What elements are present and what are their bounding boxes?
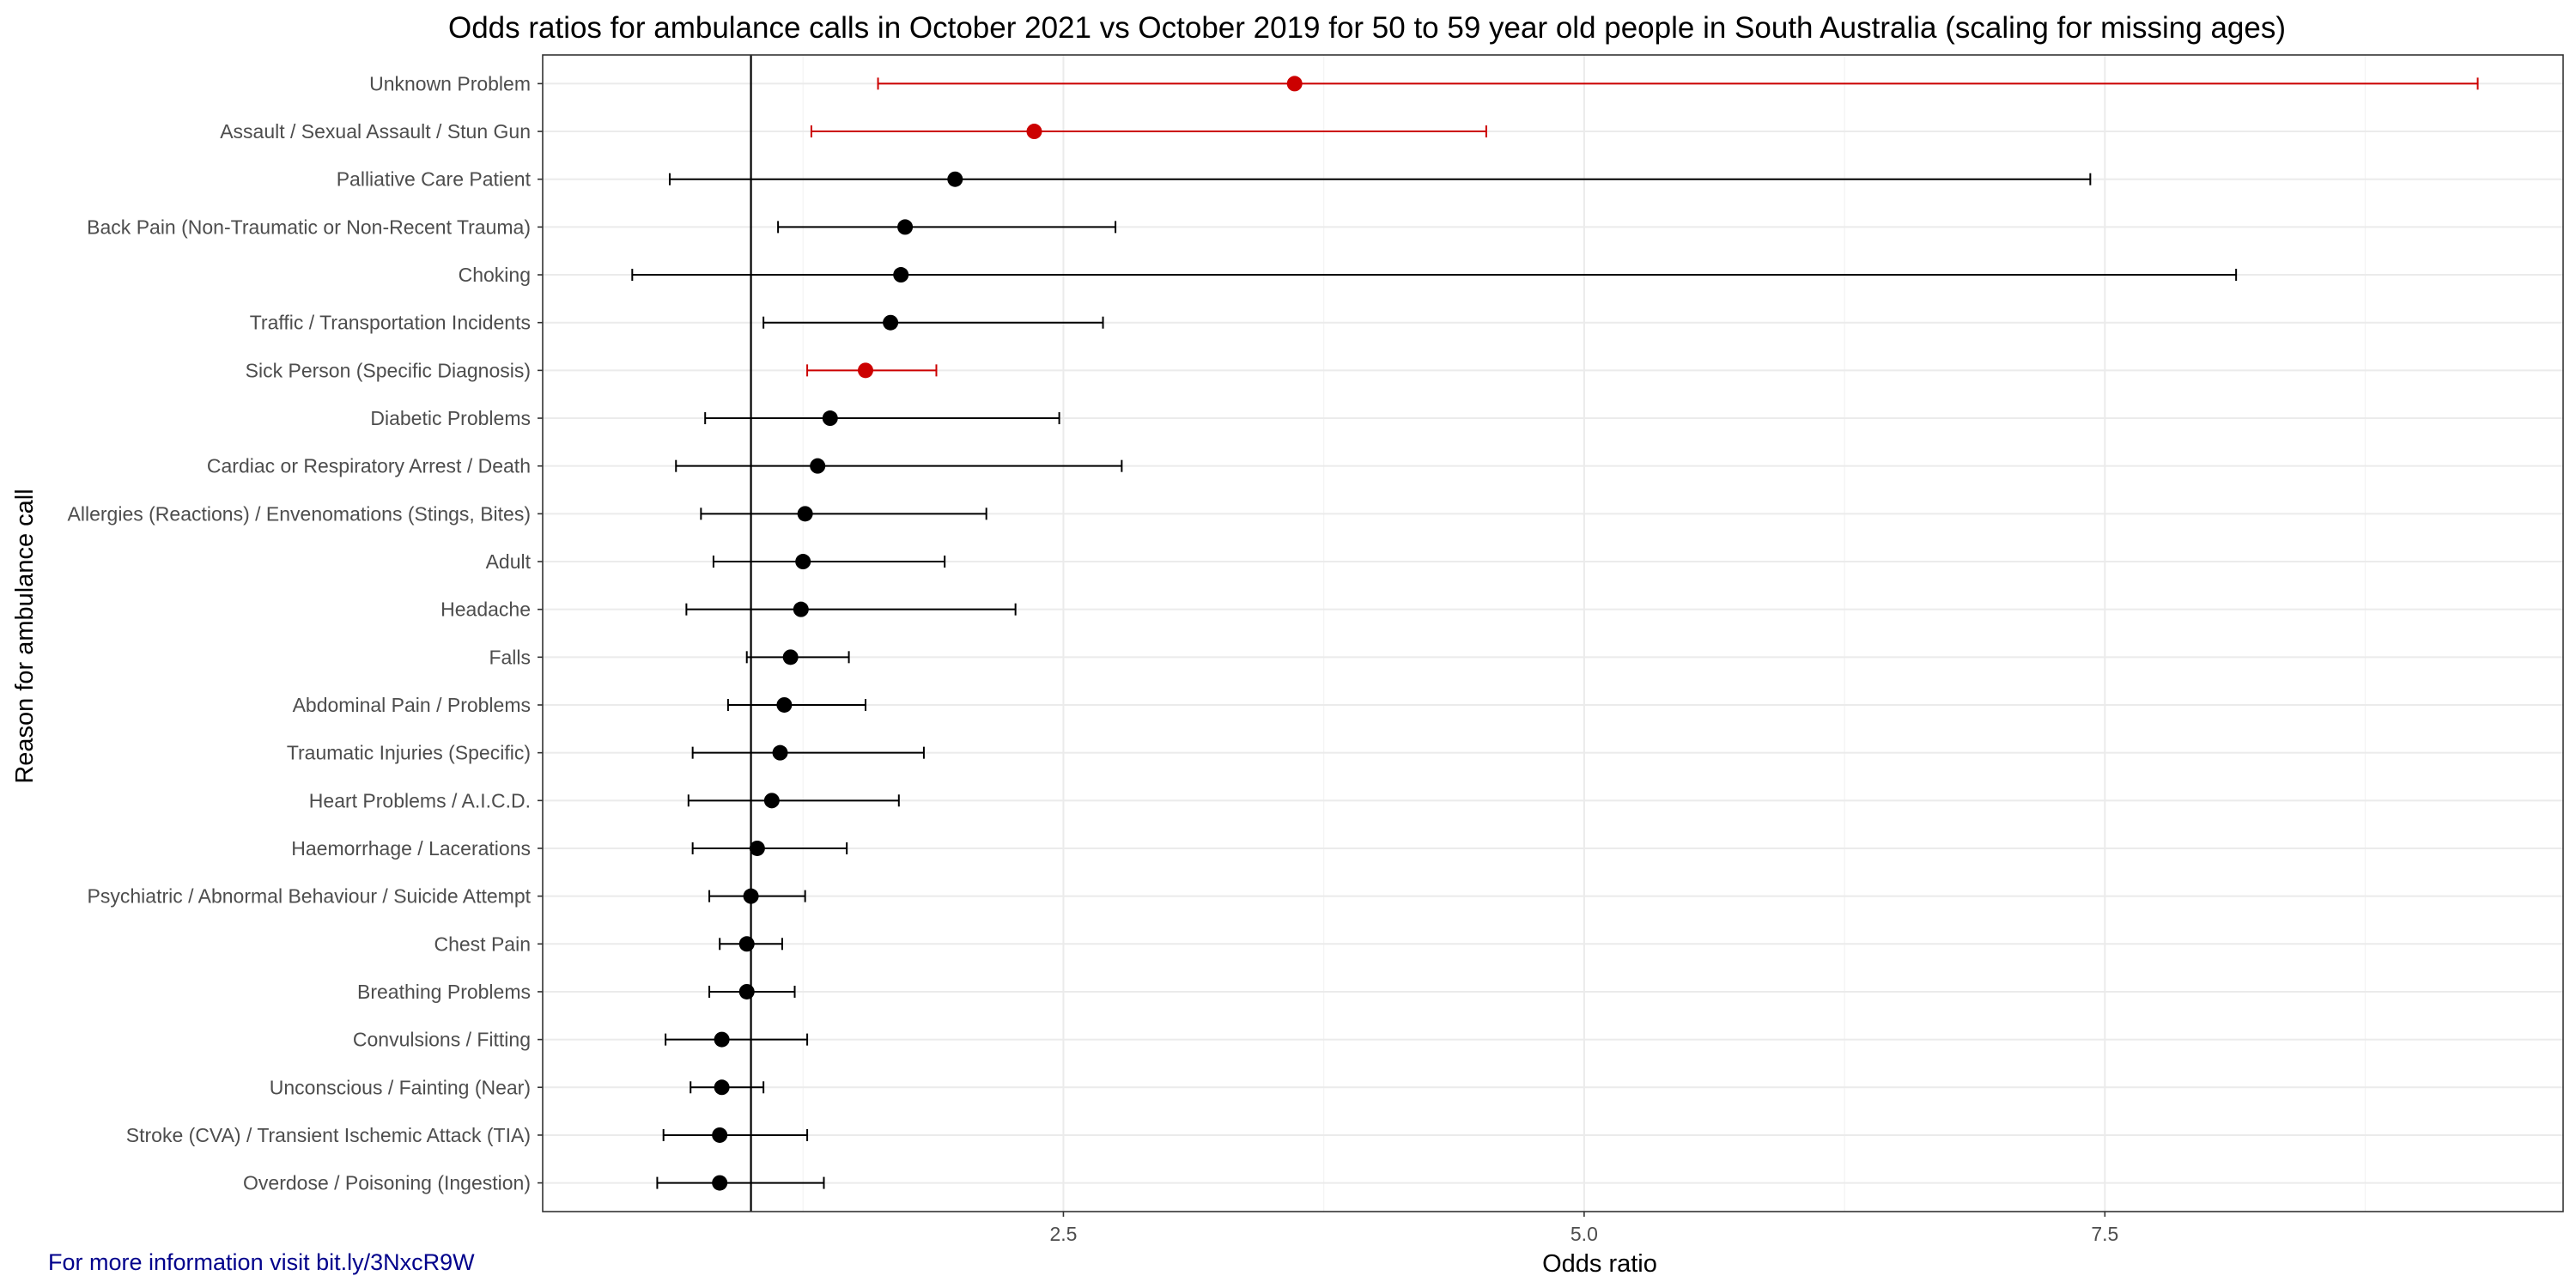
estimate-row: [656, 1175, 825, 1191]
x-tick-label: 7.5: [2091, 1223, 2118, 1245]
odds-ratio-point: [712, 1127, 728, 1143]
y-tick-label: Abdominal Pain / Problems: [293, 694, 531, 716]
y-tick-label: Convulsions / Fitting: [353, 1029, 531, 1051]
odds-ratio-point: [1026, 124, 1042, 140]
y-tick-label: Traumatic Injuries (Specific): [287, 742, 531, 764]
estimate-row: [777, 219, 1117, 235]
estimate-row: [685, 601, 1017, 617]
y-tick-label: Chest Pain: [434, 933, 531, 955]
odds-ratio-point: [749, 840, 765, 856]
y-tick-label: Heart Problems / A.I.C.D.: [309, 789, 531, 811]
odds-ratio-point: [1286, 76, 1303, 92]
odds-ratio-point: [712, 1175, 728, 1191]
odds-ratio-point: [714, 1079, 730, 1096]
y-tick-label: Stroke (CVA) / Transient Ischemic Attack…: [126, 1124, 531, 1146]
odds-ratio-point: [763, 793, 780, 809]
estimate-row: [687, 793, 900, 809]
odds-ratio-point: [738, 983, 755, 999]
y-tick-label: Palliative Care Patient: [337, 168, 532, 191]
y-tick-label: Diabetic Problems: [370, 407, 531, 429]
y-tick-label: Overdose / Poisoning (Ingestion): [243, 1172, 531, 1194]
odds-ratio-point: [897, 219, 914, 235]
estimate-row: [665, 1031, 809, 1048]
x-tick-label: 2.5: [1049, 1223, 1077, 1245]
estimate-row: [712, 554, 946, 570]
estimate-row: [762, 314, 1104, 331]
y-tick-label: Assault / Sexual Assault / Stun Gun: [220, 120, 531, 143]
odds-ratio-point: [857, 362, 873, 379]
y-tick-label: Adult: [486, 550, 532, 573]
odds-ratio-point: [782, 649, 799, 665]
plot-panel-border: [542, 54, 2564, 1212]
odds-ratio-point: [893, 267, 909, 283]
estimate-row: [690, 1079, 765, 1096]
more-info-link[interactable]: For more information visit bit.ly/3NxcR9…: [48, 1249, 475, 1275]
odds-ratio-point: [810, 458, 826, 474]
estimate-row: [691, 744, 925, 761]
odds-ratio-point: [714, 1031, 730, 1048]
chart-title: Odds ratios for ambulance calls in Octob…: [448, 11, 2286, 45]
x-axis-tick-labels: 2.5 5.0 7.5: [1049, 1212, 2118, 1245]
y-tick-label: Cardiac or Respiratory Arrest / Death: [207, 455, 531, 477]
estimate-row: [631, 267, 2238, 283]
estimate-row: [700, 506, 987, 522]
estimate-row: [877, 76, 2479, 92]
odds-ratio-point: [738, 936, 755, 952]
y-tick-label: Headache: [440, 598, 531, 621]
estimate-row: [691, 840, 848, 856]
y-tick-label: Unconscious / Fainting (Near): [270, 1076, 531, 1098]
x-tick-label: 5.0: [1571, 1223, 1598, 1245]
y-tick-label: Choking: [459, 264, 531, 286]
estimate-row: [726, 696, 866, 713]
odds-ratio-point: [776, 696, 793, 713]
odds-ratio-point: [822, 410, 838, 427]
estimate-row: [745, 649, 850, 665]
y-tick-label: Unknown Problem: [369, 72, 531, 94]
plot-panel-background: [543, 55, 2563, 1212]
y-tick-label: Haemorrhage / Lacerations: [291, 837, 531, 860]
odds-ratio-point: [743, 888, 759, 904]
odds-ratio-point: [795, 554, 811, 570]
estimate-row: [662, 1127, 809, 1143]
x-axis-title: Odds ratio: [1542, 1250, 1657, 1278]
y-tick-label: Traffic / Transportation Incidents: [250, 312, 531, 334]
estimate-row: [668, 171, 2092, 187]
y-tick-label: Falls: [489, 646, 531, 668]
odds-ratio-point: [883, 314, 899, 331]
odds-ratio-point: [797, 506, 813, 522]
estimate-row: [704, 410, 1060, 427]
y-tick-label: Allergies (Reactions) / Envenomations (S…: [68, 502, 531, 525]
estimate-row: [810, 124, 1487, 140]
odds-ratio-point: [793, 601, 809, 617]
estimate-row: [719, 936, 783, 952]
y-tick-label: Breathing Problems: [357, 981, 531, 1003]
y-axis-tick-labels: Unknown Problem Assault / Sexual Assault …: [68, 72, 543, 1194]
estimate-row: [708, 983, 796, 999]
estimate-row: [675, 458, 1123, 474]
y-tick-label: Psychiatric / Abnormal Behaviour / Suici…: [88, 885, 532, 908]
estimate-row: [806, 362, 938, 379]
odds-ratio-point: [772, 744, 788, 761]
y-tick-label: Sick Person (Specific Diagnosis): [246, 359, 531, 381]
y-tick-label: Back Pain (Non-Traumatic or Non-Recent T…: [87, 216, 531, 238]
odds-ratio-point: [947, 171, 963, 187]
estimate-row: [708, 888, 806, 904]
y-axis-title: Reason for ambulance call: [11, 489, 39, 783]
error-bars-and-points: [631, 76, 2479, 1191]
